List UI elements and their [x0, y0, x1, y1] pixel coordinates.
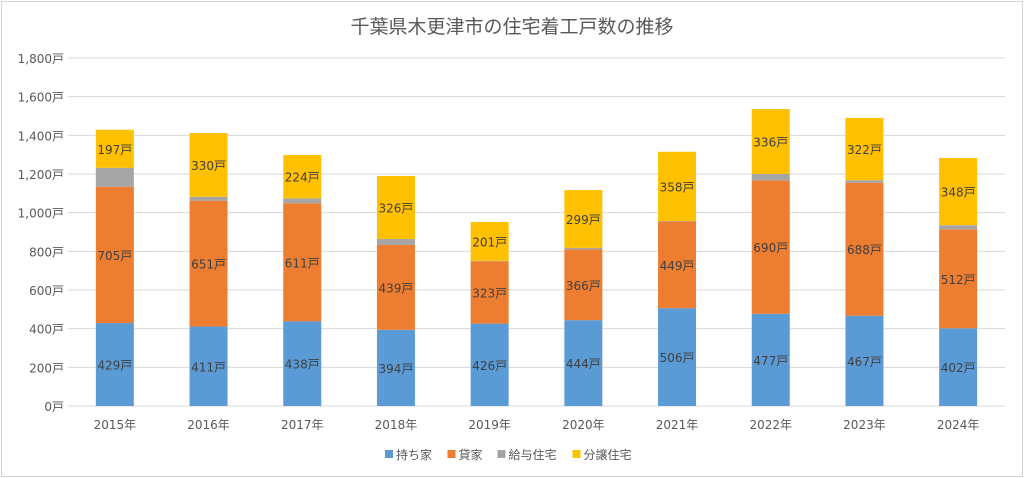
data-label: 224戸 [285, 171, 320, 185]
x-tick-label: 2016年 [187, 418, 230, 432]
x-tick-label: 2024年 [937, 418, 980, 432]
data-label: 449戸 [660, 259, 695, 273]
bar-segment [95, 167, 134, 187]
bar-segment [376, 329, 415, 406]
y-tick-label: 1,400戸 [18, 129, 64, 143]
bar-segment [845, 117, 884, 181]
bar-segment [283, 198, 322, 204]
bar-segment [564, 249, 603, 321]
legend-label: 持ち家 [396, 447, 432, 462]
bar-segment [376, 175, 415, 239]
bar-segment [751, 180, 790, 314]
y-tick-label: 1,600戸 [18, 91, 64, 105]
bar-segment [189, 326, 228, 406]
data-label: 690戸 [753, 241, 788, 255]
bar-segment [376, 238, 415, 245]
data-label: 402戸 [941, 361, 976, 375]
data-label: 366戸 [566, 279, 601, 293]
data-label: 506戸 [660, 351, 695, 365]
data-label: 394戸 [378, 362, 413, 376]
bar-segment [283, 321, 322, 406]
data-label: 330戸 [191, 159, 226, 173]
x-tick-label: 2022年 [749, 418, 792, 432]
data-label: 705戸 [97, 249, 132, 263]
bar-segment [658, 221, 697, 309]
data-label: 426戸 [472, 359, 507, 373]
bar-segment [189, 200, 228, 327]
x-tick-label: 2021年 [656, 418, 699, 432]
data-label: 438戸 [285, 358, 320, 372]
data-label: 348戸 [941, 186, 976, 200]
bar-segment [95, 129, 134, 168]
data-label: 429戸 [97, 359, 132, 373]
bar-segment [658, 308, 697, 406]
data-label: 477戸 [753, 354, 788, 368]
x-tick-label: 2023年 [843, 418, 886, 432]
bar-segment [470, 221, 509, 261]
y-tick-label: 1,800戸 [18, 52, 64, 66]
bar-segment [845, 182, 884, 316]
bar-segment [845, 315, 884, 406]
y-tick-label: 0戸 [44, 400, 64, 414]
data-label: 688戸 [847, 243, 882, 257]
y-tick-label: 1,000戸 [18, 207, 64, 221]
bar-segment [283, 155, 322, 199]
bar-segment [939, 328, 978, 406]
bar-segment [189, 196, 228, 201]
bar-segment [939, 225, 978, 230]
bar-segment [283, 203, 322, 322]
bar-segment [939, 157, 978, 226]
x-tick-label: 2017年 [281, 418, 324, 432]
data-label: 651戸 [191, 258, 226, 272]
bar-segment [751, 174, 790, 181]
chart-title: 千葉県木更津市の住宅着工戸数の推移 [350, 16, 673, 38]
data-label: 299戸 [566, 213, 601, 227]
data-label: 197戸 [97, 143, 132, 157]
bar-segment [845, 180, 884, 183]
data-label: 323戸 [472, 286, 507, 300]
legend-swatch [447, 450, 456, 458]
data-label: 336戸 [753, 136, 788, 150]
y-tick-label: 600戸 [29, 284, 64, 298]
legend-swatch [385, 450, 393, 458]
bar-segment [376, 244, 415, 330]
bar-segment [95, 323, 134, 406]
data-label: 201戸 [472, 235, 507, 249]
data-label: 512戸 [941, 273, 976, 287]
data-label: 358戸 [660, 180, 695, 194]
data-label: 439戸 [378, 281, 413, 295]
x-tick-label: 2020年 [562, 418, 605, 432]
bar-segment [751, 109, 790, 174]
y-tick-label: 200戸 [29, 361, 64, 375]
y-tick-label: 400戸 [29, 323, 64, 337]
y-tick-label: 1,200戸 [18, 168, 64, 182]
x-tick-label: 2015年 [94, 418, 137, 432]
bar-segment [939, 229, 978, 329]
bar-segment [189, 133, 228, 197]
bar-segment [751, 313, 790, 406]
bar-segment [95, 186, 134, 324]
data-label: 611戸 [285, 256, 320, 270]
data-label: 322戸 [847, 143, 882, 157]
data-label: 411戸 [191, 360, 226, 374]
x-tick-label: 2019年 [468, 418, 511, 432]
bar-segment [470, 261, 509, 324]
bar-segment [470, 323, 509, 406]
data-label: 444戸 [566, 357, 601, 371]
legend-label: 分譲住宅 [584, 447, 632, 462]
bar-segment [564, 320, 603, 406]
legend-swatch [572, 450, 581, 458]
data-label: 326戸 [378, 201, 413, 215]
legend-swatch [497, 450, 506, 458]
bar-segment [658, 151, 697, 221]
y-tick-label: 800戸 [29, 245, 64, 259]
legend-label: 給与住宅 [509, 447, 557, 462]
x-tick-label: 2018年 [375, 418, 418, 432]
bar-segment [564, 190, 603, 248]
legend-label: 貸家 [459, 447, 483, 462]
bar-segment [564, 247, 603, 250]
data-label: 467戸 [847, 355, 882, 369]
